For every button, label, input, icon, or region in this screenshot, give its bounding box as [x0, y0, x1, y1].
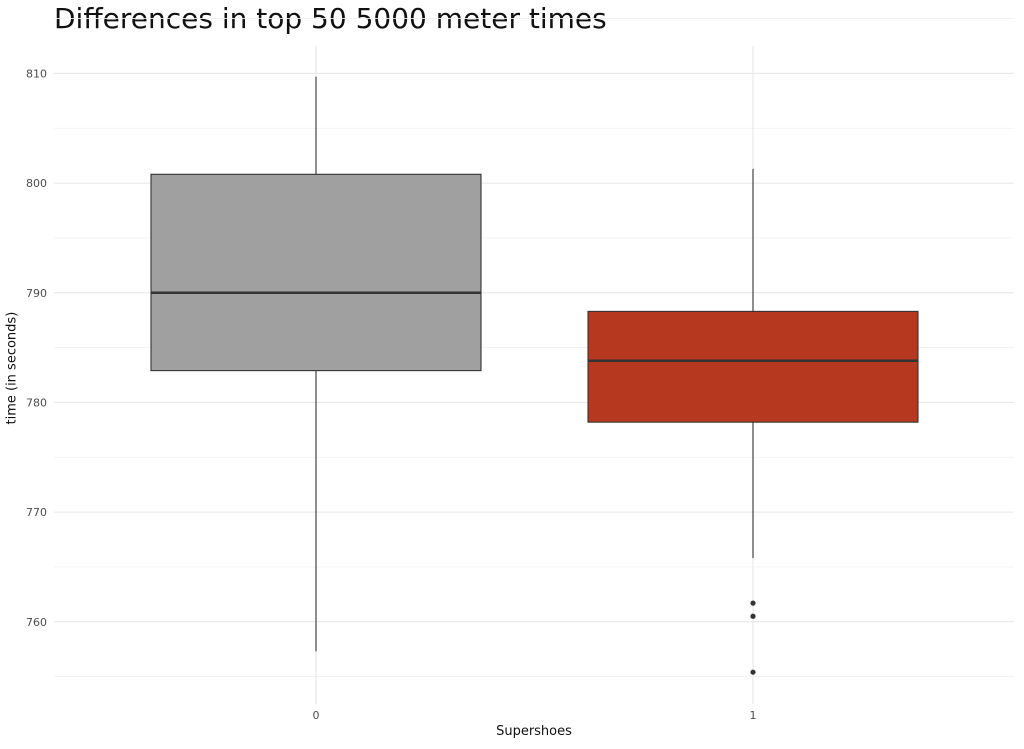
- boxes: [150, 76, 919, 675]
- box-group-0: [150, 76, 482, 652]
- x-axis-label: Supershoes: [496, 724, 572, 739]
- y-tick-label: 780: [26, 396, 47, 409]
- y-tick-label: 760: [26, 616, 47, 629]
- y-tick-label: 810: [26, 67, 47, 80]
- box-body: [150, 173, 482, 372]
- outlier-point: [750, 600, 756, 606]
- outlier-point: [750, 669, 756, 675]
- outlier-point: [750, 613, 756, 619]
- y-tick-label: 790: [26, 287, 47, 300]
- y-tick-label: 770: [26, 506, 47, 519]
- y-axis-label: time (in seconds): [4, 311, 20, 425]
- x-tick-label: 0: [313, 709, 320, 722]
- y-tick-label: 800: [26, 177, 47, 190]
- box-body: [587, 310, 919, 423]
- x-tick-label: 1: [750, 709, 757, 722]
- y-axis-ticks: 760 770 780 790 800 810: [26, 67, 47, 628]
- box-group-1: [587, 168, 919, 675]
